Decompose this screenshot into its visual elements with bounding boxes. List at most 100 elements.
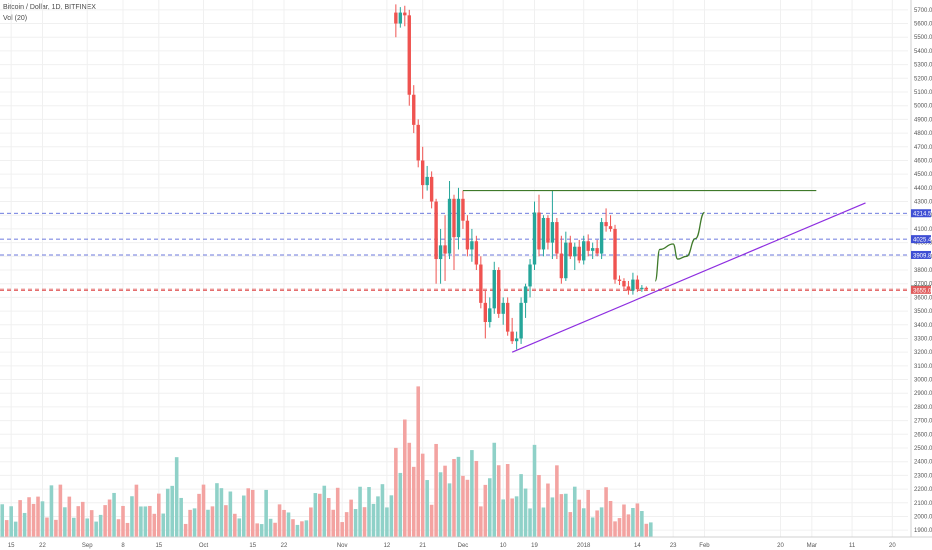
volume-bar: [63, 507, 67, 537]
candle-body: [523, 286, 528, 303]
price-tick-label: 5300.0: [914, 63, 932, 69]
volume-bar: [537, 475, 541, 537]
candle-body: [613, 228, 617, 280]
volume-bar: [192, 508, 197, 537]
candle-body: [586, 241, 590, 251]
volume-bar: [85, 518, 90, 537]
volume-bar: [640, 511, 644, 537]
candle-body: [420, 160, 425, 186]
volume-bar: [58, 484, 63, 537]
price-badge-label: 4025.4: [913, 238, 932, 244]
volume-bar: [215, 483, 219, 537]
candle-body: [514, 338, 519, 342]
time-tick-label: Mar: [807, 543, 817, 549]
volume-bar: [18, 500, 22, 537]
volume-bar: [304, 520, 309, 537]
candle-body: [559, 253, 564, 279]
volume-bar: [371, 503, 376, 537]
volume-bar: [237, 518, 242, 537]
candle-body: [483, 302, 488, 323]
price-badge: [911, 235, 931, 244]
volume-bar: [0, 504, 5, 537]
volume-bar: [156, 493, 161, 537]
candle-body: [537, 212, 541, 250]
candle-body: [528, 264, 532, 287]
volume-bar: [282, 509, 286, 537]
candle-body: [510, 331, 514, 342]
volume-bar: [295, 524, 300, 537]
price-tick-label: 2600.0: [914, 432, 932, 438]
volume-bar: [31, 503, 36, 537]
price-badge-label: 3909.8: [913, 253, 932, 259]
price-tick-label: 3800.0: [914, 268, 932, 274]
volume-bar: [416, 386, 421, 537]
price-tick-label: 4400.0: [914, 186, 932, 192]
candle-body: [425, 176, 429, 186]
volume-bar: [479, 506, 483, 537]
volume-bar: [224, 505, 228, 537]
price-badge-label: 4214.5: [913, 212, 932, 218]
candle-body: [608, 226, 613, 229]
price-tick-label: 5100.0: [914, 90, 932, 96]
candle-body: [631, 279, 635, 291]
volume-bar: [300, 521, 304, 537]
volume-bar: [577, 499, 582, 537]
volume-bar: [134, 484, 139, 537]
time-tick-label: 14: [634, 543, 641, 549]
volume-bar: [425, 480, 429, 537]
time-tick-label: 20: [889, 543, 896, 549]
candle-body: [640, 287, 644, 290]
volume-bar: [322, 485, 327, 537]
candle-body: [573, 246, 577, 257]
volume-bar: [277, 504, 282, 537]
price-badge-label: 3655.0: [913, 288, 932, 294]
volume-bar: [22, 512, 27, 537]
time-tick-label: Sep: [82, 543, 93, 549]
candle-body: [443, 245, 447, 254]
price-tick-label: 2800.0: [914, 405, 932, 411]
volume-bar: [362, 507, 367, 537]
volume-bar: [241, 495, 246, 537]
volume-bar: [255, 523, 259, 537]
volume-bar: [649, 522, 653, 537]
symbol-title: Bitcoin / Dollar, 1D, BITFINEX: [3, 4, 96, 11]
volume-bar: [201, 484, 206, 537]
volume-bar: [483, 484, 488, 537]
volume-bar: [532, 444, 537, 537]
volume-bar: [474, 460, 479, 537]
price-tick-label: 4800.0: [914, 131, 932, 137]
candle-body: [488, 308, 492, 323]
volume-bar: [107, 499, 112, 537]
volume-bar: [358, 486, 362, 537]
volume-bar: [331, 509, 336, 537]
candle-body: [479, 264, 483, 303]
price-tick-label: 3500.0: [914, 309, 932, 315]
candle-body: [564, 242, 568, 279]
volume-bar: [340, 522, 344, 537]
price-tick-label: 5400.0: [914, 49, 932, 55]
volume-bar: [617, 518, 622, 537]
candle-body: [470, 241, 474, 250]
volume-bar: [555, 465, 559, 537]
volume-bar: [564, 493, 568, 537]
price-tick-label: 4100.0: [914, 227, 932, 233]
candle-body: [622, 280, 626, 287]
price-tick-label: 5500.0: [914, 35, 932, 41]
volume-bar: [174, 457, 179, 537]
candle-body: [568, 242, 572, 257]
volume-bar: [514, 496, 519, 537]
volume-bar: [309, 507, 313, 537]
candle-body: [438, 245, 443, 260]
volume-bar: [40, 501, 45, 537]
volume-bar: [644, 523, 649, 537]
candle-body: [617, 279, 622, 281]
volume-bar: [501, 499, 505, 537]
volume-bar: [411, 466, 416, 537]
price-tick-label: 4900.0: [914, 117, 932, 123]
candle-body: [644, 287, 649, 290]
volume-bar: [528, 508, 532, 537]
candle-body: [635, 279, 640, 290]
candle-body: [577, 246, 581, 261]
price-tick-label: 4300.0: [914, 200, 932, 206]
